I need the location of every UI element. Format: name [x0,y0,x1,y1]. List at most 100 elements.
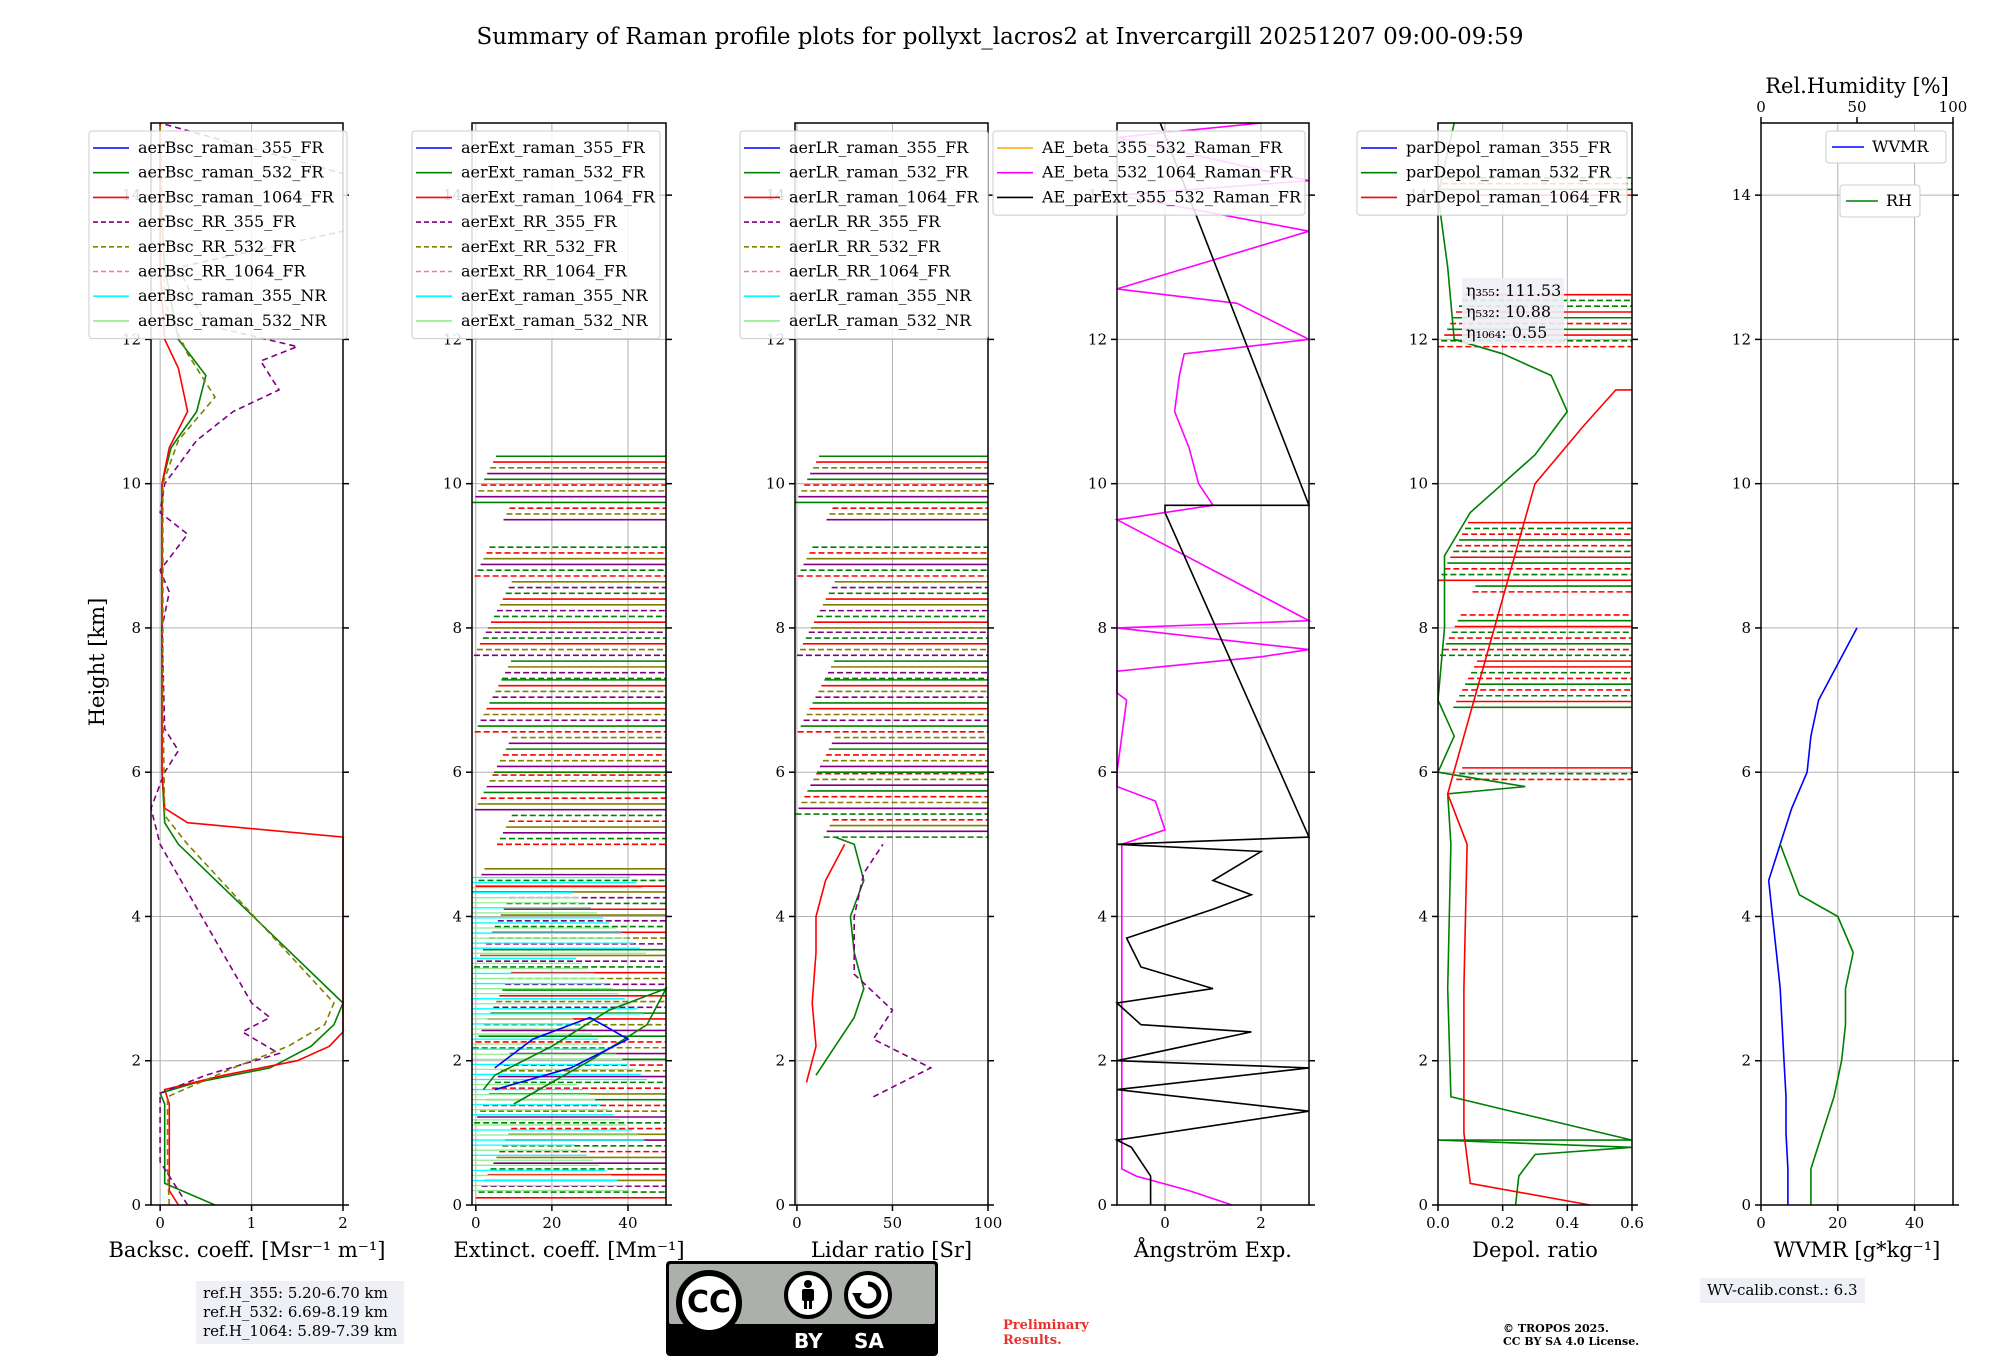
plot-frame [1437,122,1633,1206]
legend-label: aerExt_raman_355_FR [461,138,646,157]
panel-depol: 0.00.20.40.602468101214Depol. ratioparDe… [1356,122,1644,1262]
noise-band [472,455,666,521]
x-tick-label: 0 [792,1214,802,1232]
legend-label: AE_beta_532_1064_Raman_FR [1041,163,1293,182]
legend-label: aerBsc_RR_1064_FR [138,262,307,281]
y-tick-label: 8 [775,619,785,637]
x-tick-label: 0 [155,1214,165,1232]
series-aerLR_raman_1064_FR [805,843,846,1083]
y-tick-label: 12 [1732,330,1751,348]
ref-height-1064: ref.H_1064: 5.89-7.39 km [203,1322,398,1340]
noise-band [796,631,988,680]
legend-label: aerBsc_raman_532_FR [138,163,324,182]
legend-label: aerExt_raman_532_FR [461,163,646,182]
x-tick-label: 0.4 [1555,1214,1579,1232]
cc-license-badge: CC BY SA [666,1261,938,1356]
x-tick-label: 0.0 [1426,1214,1450,1232]
panel-bsc: 01202468101214Backsc. coeff. [Msr⁻¹ m⁻¹]… [88,122,386,1262]
noise-band [795,455,988,521]
legend-label: aerLR_raman_532_FR [789,163,969,182]
series-aerBsc_RR_355_FR [150,122,344,1206]
plot-frame [471,122,667,1206]
x-tick-label: 40 [1905,1214,1924,1232]
y-tick-label: 0 [452,1196,462,1214]
eta-label: η₅₃₂: 10.88 [1466,302,1551,321]
preliminary-line-2: Results. [1003,1333,1062,1348]
y-tick-label: 2 [1418,1052,1428,1070]
copyright-line-2: CC BY SA 4.0 License. [1503,1335,1640,1348]
legend-label: aerExt_RR_1064_FR [461,262,628,281]
y-tick-label: 4 [452,907,462,925]
eta-box: η₃₅₅: 111.53 η₅₃₂: 10.88 η₁₀₆₄: 0.55 [1462,278,1564,344]
y-tick-label: 6 [775,763,785,781]
legend-label: aerExt_raman_355_NR [461,286,649,305]
y-tick-label: 6 [1097,763,1107,781]
y-tick-label: 2 [131,1052,141,1070]
x-axis-label: Backsc. coeff. [Msr⁻¹ m⁻¹] [109,1238,386,1262]
noise-band [472,868,666,1199]
legend-label: aerLR_RR_1064_FR [789,262,951,281]
y-tick-label: 8 [131,619,141,637]
sa-label: SA [854,1329,884,1353]
panel-wv: 0 20 40 0 2 4 6 8 10 12 14 WVMR [g*kg⁻¹] 0 50 100Rel.H… [1732,74,1967,1262]
y-tick-label: 6 [1418,763,1428,781]
legend-label: aerLR_raman_532_NR [789,311,972,330]
legend-box [739,130,989,340]
wv-calib-const: WV-calib.const.: 6.3 [1707,1281,1858,1299]
y-tick-label: 12 [1088,330,1107,348]
y-tick-label: 10 [122,475,141,493]
plot-area [1761,123,1953,1205]
legend-label: RH [1886,191,1912,210]
legend: parDepol_raman_355_FR parDepol_raman_532_… [1356,130,1628,216]
eta-box-bg [1462,278,1564,344]
x-tick-label: 20 [1828,1214,1847,1232]
x-tick-label: 0 [1756,1214,1766,1232]
x-tick-label: 50 [883,1214,902,1232]
legend-label: aerBsc_RR_532_FR [138,237,296,256]
legend-label: aerBsc_raman_355_FR [138,138,324,157]
series-aerLR_RR_355_FR [853,843,933,1098]
top-x-axis-label: Rel.Humidity [%] [1765,74,1949,98]
legend-label: aerExt_RR_532_FR [461,237,618,256]
series-aerBsc_RR_532_FR [159,122,335,1206]
series-aerExt_raman_532_FR [482,987,668,1105]
series-aerExt_raman_355_FR [494,1016,630,1091]
legend-label: aerBsc_raman_532_NR [138,311,327,330]
legend: WVMR RH [1825,130,1947,218]
y-tick-label: 6 [452,763,462,781]
y-tick-label: 4 [131,907,141,925]
legend-label: parDepol_raman_532_FR [1406,163,1612,182]
x-axis-label: WVMR [g*kg⁻¹] [1774,1238,1941,1262]
ref-height-355: ref.H_355: 5.20-6.70 km [203,1284,388,1302]
y-tick-label: 0 [1741,1196,1751,1214]
panel-ext: 0204002468101214Extinct. coeff. [Mm⁻¹]ae… [411,122,685,1262]
noise-band [797,679,988,774]
legend: AE_beta_355_532_Raman_FR AE_beta_532_1064… [992,130,1306,216]
legend-label: aerLR_raman_355_NR [789,286,972,305]
plot-area [1117,123,1309,1205]
legend-label: aerBsc_RR_355_FR [138,212,296,231]
noise-band [1439,614,1632,709]
y-tick-label: 8 [1418,619,1428,637]
series-AE_parExt_355_532_Raman_FR [1114,122,1311,1205]
preliminary-line-1: Preliminary [1003,1318,1089,1333]
x-tick-label: 0.2 [1491,1214,1515,1232]
noise-band [474,774,666,846]
series-aerLR_raman_532_FR [815,836,865,1076]
x-tick-label: 20 [542,1214,561,1232]
preliminary-note: Preliminary Results. [1003,1318,1089,1348]
x-axis-label: Ångström Exp. [1133,1237,1292,1262]
noise-band [474,679,666,774]
top-x-tick-label: 0 [1756,98,1766,116]
y-tick-label: 10 [443,475,462,493]
legend-label: WVMR [1872,137,1929,156]
legend-box [411,130,661,340]
y-tick-label: 12 [1409,330,1428,348]
y-tick-label: 4 [1418,907,1428,925]
legend-label: parDepol_raman_355_FR [1406,138,1612,157]
series-aerBsc_raman_532_FR [159,123,344,1206]
legend-label: parDepol_raman_1064_FR [1406,187,1622,206]
reference-height-box: ref.H_355: 5.20-6.70 km ref.H_532: 6.69-… [196,1281,405,1344]
legend-label: aerLR_RR_355_FR [789,212,941,231]
copyright-line-1: © TROPOS 2025. [1503,1322,1609,1335]
